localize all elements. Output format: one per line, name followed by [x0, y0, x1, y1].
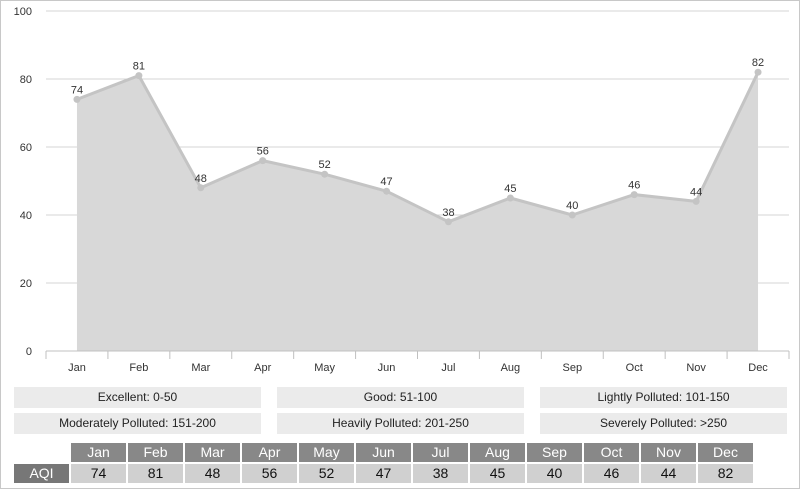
table-cell: 81 — [128, 464, 183, 483]
data-point — [383, 187, 391, 195]
table-cell: 46 — [584, 464, 639, 483]
table-header-cell: Jun — [356, 443, 411, 462]
aqi-table: Jan Feb Mar Apr May Jun Jul Aug Sep Oct … — [12, 441, 755, 485]
data-label: 38 — [442, 207, 454, 219]
aqi-area-chart: 0 20 40 60 80 100 74 81 48 56 52 47 38 45 40 46 44 82 Jan F… — [14, 6, 790, 374]
table-header-cell: Jan — [71, 443, 126, 462]
table-header-cell: Jul — [413, 443, 468, 462]
y-tick-label: 100 — [14, 6, 32, 18]
x-tick-label: Nov — [686, 362, 706, 374]
data-label: 46 — [628, 180, 640, 192]
x-tick-label: Oct — [626, 362, 643, 374]
x-tick-label: Dec — [748, 362, 768, 374]
x-tick-label: Jun — [378, 362, 396, 374]
data-label: 44 — [690, 186, 702, 198]
y-tick-label: 20 — [20, 278, 32, 290]
x-tick-label: Jul — [441, 362, 455, 374]
data-label: 47 — [380, 176, 392, 188]
legend-good: Good: 51-100 — [277, 387, 524, 408]
series-line — [76, 71, 760, 224]
legend-lightly-polluted: Lightly Polluted: 101-150 — [540, 387, 787, 408]
legend-severely-polluted: Severely Polluted: >250 — [540, 413, 787, 434]
x-tick-label: Feb — [129, 362, 148, 374]
table-header-cell: Mar — [185, 443, 240, 462]
table-cell: 47 — [356, 464, 411, 483]
data-point — [73, 95, 81, 103]
table-cell: 38 — [413, 464, 468, 483]
legend-heavily-polluted: Heavily Polluted: 201-250 — [277, 413, 524, 434]
x-tick-label: Jan — [68, 362, 86, 374]
table-header-cell: Feb — [128, 443, 183, 462]
table-header-cell: Oct — [584, 443, 639, 462]
data-label: 74 — [71, 84, 83, 96]
y-tick-label: 60 — [20, 142, 32, 154]
data-label: 52 — [319, 159, 331, 171]
table-cell: 40 — [527, 464, 582, 483]
data-label: 56 — [257, 146, 269, 158]
y-tick-label: 0 — [26, 346, 32, 358]
y-tick-label: 80 — [20, 74, 32, 86]
table-cell: 82 — [698, 464, 753, 483]
table-cell: 52 — [299, 464, 354, 483]
y-tick-label: 40 — [20, 210, 32, 222]
legend-moderately-polluted: Moderately Polluted: 151-200 — [14, 413, 261, 434]
table-header-cell: Dec — [698, 443, 753, 462]
table-row-label: AQI — [14, 464, 69, 483]
data-label: 48 — [195, 173, 207, 185]
data-label: 40 — [566, 200, 578, 212]
data-point — [444, 218, 452, 226]
table-header-cell: Nov — [641, 443, 696, 462]
data-point — [754, 68, 762, 76]
data-point — [630, 191, 638, 199]
x-tick-label: Mar — [191, 362, 210, 374]
data-point — [692, 197, 700, 205]
table-header-cell: Sep — [527, 443, 582, 462]
table-header-row: Jan Feb Mar Apr May Jun Jul Aug Sep Oct … — [14, 443, 753, 462]
x-tick-label: Aug — [501, 362, 521, 374]
data-point — [568, 211, 576, 219]
area-fill — [76, 72, 759, 351]
data-point — [506, 194, 514, 202]
data-point — [135, 72, 143, 80]
table-header-cell: Apr — [242, 443, 297, 462]
table-header-cell: May — [299, 443, 354, 462]
data-point — [259, 157, 267, 165]
data-point — [321, 170, 329, 178]
data-point — [197, 184, 205, 192]
table-cell: 56 — [242, 464, 297, 483]
x-tick-label: Sep — [563, 362, 583, 374]
data-label: 45 — [504, 183, 516, 195]
x-tick-label: May — [314, 362, 335, 374]
table-row: AQI 74 81 48 56 52 47 38 45 40 46 44 82 — [14, 464, 753, 483]
table-cell: 45 — [470, 464, 525, 483]
legend-excellent: Excellent: 0-50 — [14, 387, 261, 408]
data-label: 81 — [133, 61, 145, 73]
table-cell: 74 — [71, 464, 126, 483]
table-cell: 48 — [185, 464, 240, 483]
data-label: 82 — [752, 57, 764, 69]
x-tick-label: Apr — [254, 362, 271, 374]
table-cell: 44 — [641, 464, 696, 483]
table-header-cell: Aug — [470, 443, 525, 462]
table-corner — [14, 443, 69, 462]
